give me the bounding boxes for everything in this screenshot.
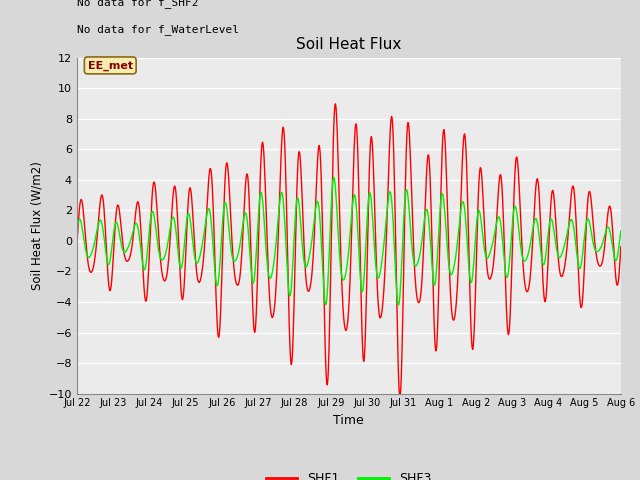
SHF3 xyxy=(508,227,516,232)
SHF3 xyxy=(447,272,455,277)
Text: No data for f_SHF2: No data for f_SHF2 xyxy=(77,0,198,8)
SHF3 xyxy=(330,175,338,180)
SHF3 xyxy=(617,228,625,234)
Legend: SHF1, SHF3: SHF1, SHF3 xyxy=(261,467,437,480)
SHF1 xyxy=(499,186,506,192)
Y-axis label: Soil Heat Flux (W/m2): Soil Heat Flux (W/m2) xyxy=(30,161,43,290)
SHF1 xyxy=(129,241,136,247)
Line: SHF1: SHF1 xyxy=(77,104,621,397)
X-axis label: Time: Time xyxy=(333,414,364,427)
Line: SHF3: SHF3 xyxy=(77,178,621,305)
SHF1 xyxy=(312,182,320,188)
SHF3 xyxy=(129,231,136,237)
Title: Soil Heat Flux: Soil Heat Flux xyxy=(296,37,401,52)
SHF3 xyxy=(293,197,301,203)
SHF1 xyxy=(396,394,404,400)
SHF3 xyxy=(312,201,320,207)
SHF1 xyxy=(293,190,301,195)
SHF1 xyxy=(73,243,81,249)
Text: No data for f_WaterLevel: No data for f_WaterLevel xyxy=(77,24,239,35)
SHF1 xyxy=(447,306,455,312)
Text: EE_met: EE_met xyxy=(88,60,133,71)
SHF3 xyxy=(395,302,403,308)
SHF1 xyxy=(617,244,625,250)
SHF1 xyxy=(332,101,339,107)
SHF3 xyxy=(73,228,81,234)
SHF1 xyxy=(508,261,516,267)
SHF3 xyxy=(499,233,506,239)
